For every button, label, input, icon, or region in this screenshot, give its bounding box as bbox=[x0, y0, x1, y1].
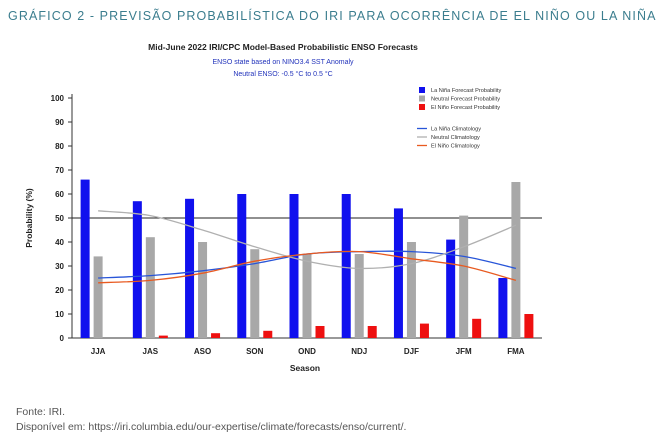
figure-caption: GRÁFICO 2 - PREVISÃO PROBABILÍSTICA DO I… bbox=[8, 9, 657, 23]
source-link-text[interactable]: Disponível em: https://iri.columbia.edu/… bbox=[16, 421, 407, 433]
neutral-bar bbox=[459, 215, 469, 338]
y-tick-label: 10 bbox=[55, 310, 64, 319]
x-tick-label: ASO bbox=[194, 347, 211, 356]
legend-label: Neutral Forecast Probability bbox=[431, 97, 500, 103]
elnino-bar bbox=[315, 326, 325, 338]
x-tick-label: NDJ bbox=[351, 347, 367, 356]
chart-subtitle-1: ENSO state based on NINO3.4 SST Anomaly bbox=[212, 59, 354, 66]
neutral-bar bbox=[93, 256, 103, 338]
x-tick-label: JJA bbox=[91, 347, 106, 356]
chart-title: Mid-June 2022 IRI/CPC Model-Based Probab… bbox=[148, 42, 418, 52]
legend-swatch bbox=[419, 87, 425, 93]
y-tick-label: 50 bbox=[55, 214, 64, 223]
elnino-bar bbox=[524, 314, 534, 338]
x-axis-label: Season bbox=[290, 363, 320, 373]
elnino-climatology-line bbox=[98, 250, 517, 284]
x-tick-label: JFM bbox=[456, 347, 472, 356]
y-tick-label: 20 bbox=[55, 286, 64, 295]
chart-legend: La Niña Forecast Probability Neutral Fore… bbox=[417, 87, 501, 150]
elnino-bar bbox=[211, 333, 221, 338]
lanina-bar bbox=[393, 208, 403, 338]
neutral-bar bbox=[198, 242, 208, 338]
lanina-bar bbox=[289, 194, 299, 338]
legend-label: El Niño Forecast Probability bbox=[431, 105, 500, 111]
legend-label: La Niña Forecast Probability bbox=[431, 88, 501, 94]
lanina-bar bbox=[341, 194, 351, 338]
enso-forecast-chart: Mid-June 2022 IRI/CPC Model-Based Probab… bbox=[15, 38, 551, 386]
elnino-bar bbox=[263, 330, 273, 338]
y-tick-label: 70 bbox=[55, 166, 64, 175]
y-tick-label: 100 bbox=[51, 94, 65, 103]
y-axis-label: Probability (%) bbox=[24, 188, 34, 248]
source-text: Fonte: IRI. bbox=[16, 406, 66, 418]
x-tick-label: FMA bbox=[507, 347, 525, 356]
lanina-bar bbox=[498, 278, 508, 338]
y-tick-label: 30 bbox=[55, 262, 64, 271]
neutral-bar bbox=[354, 254, 364, 338]
x-tick-label: JAS bbox=[143, 347, 159, 356]
elnino-bar bbox=[419, 323, 429, 338]
neutral-bar bbox=[511, 182, 521, 338]
lanina-bar bbox=[80, 179, 90, 338]
neutral-climatology-line bbox=[98, 210, 517, 270]
legend-label: El Niño Climatology bbox=[431, 144, 480, 150]
y-tick-label: 40 bbox=[55, 238, 64, 247]
legend-swatch bbox=[419, 104, 425, 110]
x-tick-label: DJF bbox=[404, 347, 419, 356]
chart-subtitle-2: Neutral ENSO: -0.5 °C to 0.5 °C bbox=[233, 70, 332, 78]
legend-swatch bbox=[419, 95, 425, 102]
elnino-bar bbox=[472, 318, 482, 338]
neutral-bar bbox=[302, 254, 312, 338]
lanina-bar bbox=[446, 239, 456, 338]
y-tick-label: 60 bbox=[55, 190, 64, 199]
y-tick-label: 0 bbox=[60, 334, 65, 343]
neutral-bar bbox=[250, 249, 260, 338]
y-tick-label: 80 bbox=[55, 142, 64, 151]
lanina-bar bbox=[132, 201, 142, 338]
neutral-bar bbox=[145, 237, 155, 338]
elnino-bar bbox=[158, 335, 168, 338]
x-tick-label: SON bbox=[246, 347, 264, 356]
legend-label: Neutral Climatology bbox=[431, 135, 480, 141]
chart-svg: Mid-June 2022 IRI/CPC Model-Based Probab… bbox=[24, 42, 542, 373]
elnino-bar bbox=[367, 326, 377, 338]
y-tick-label: 90 bbox=[55, 118, 64, 127]
x-tick-label: OND bbox=[298, 347, 316, 356]
lanina-bar bbox=[185, 198, 195, 338]
neutral-bar bbox=[406, 242, 416, 338]
legend-label: La Niña Climatology bbox=[431, 127, 481, 133]
